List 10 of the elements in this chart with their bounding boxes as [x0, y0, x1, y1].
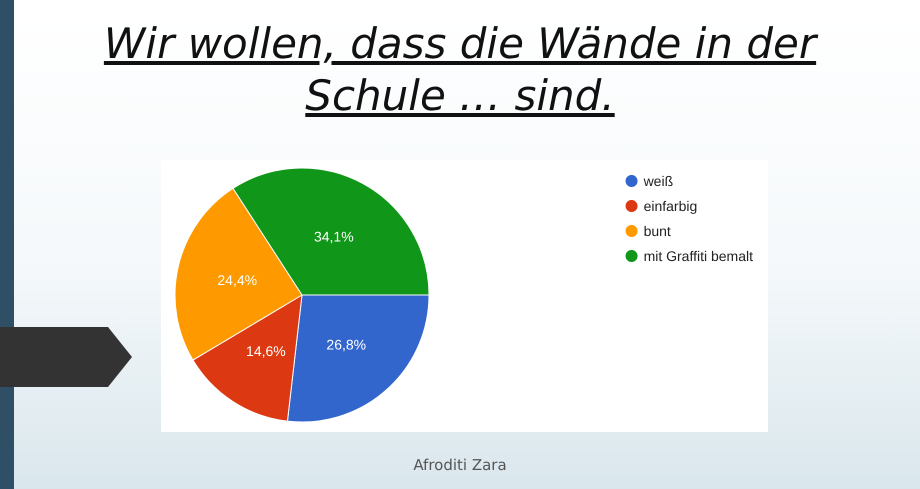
text: Afroditi Zara	[412, 456, 508, 474]
data-label: 34,1%	[314, 228, 354, 245]
legend-label: einfarbig	[644, 198, 698, 214]
legend-label: mit Graffiti bemalt	[644, 248, 754, 264]
data-label: 14,6%	[246, 342, 286, 359]
data-label: 24,4%	[217, 272, 258, 288]
chart-title: Wir wollen, dass die Wände in der Schule … sind.	[102, 18, 820, 122]
legend-label: weiß	[642, 173, 674, 189]
data-label: 26,8%	[326, 336, 366, 353]
legend-label: bunt	[644, 223, 671, 239]
